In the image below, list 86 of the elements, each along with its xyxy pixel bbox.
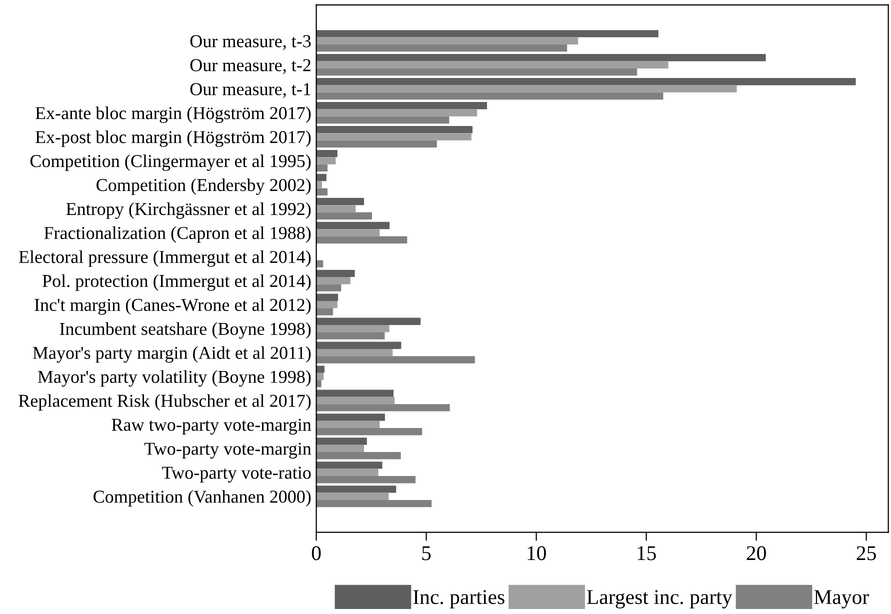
- bar: [316, 61, 668, 68]
- bar: [316, 68, 638, 76]
- bar: [316, 92, 664, 100]
- bar: [316, 198, 364, 206]
- bar: [316, 468, 378, 476]
- bar: [316, 188, 328, 196]
- bar: [316, 222, 390, 230]
- bar: [316, 396, 395, 404]
- x-tick-label: 5: [422, 546, 431, 560]
- y-tick-label: Our measure, t-3: [190, 35, 311, 50]
- y-tick-label: Electoral pressure (Immergut et al 2014): [18, 250, 311, 267]
- y-tick-label: Replacement Risk (Hubscher et al 2017): [18, 394, 311, 411]
- y-tick-label: Raw two-party vote-margin: [112, 418, 312, 435]
- bar: [316, 380, 322, 388]
- bar: [316, 205, 356, 212]
- bar: [316, 78, 856, 86]
- bar: [316, 438, 367, 445]
- bar: [316, 500, 432, 508]
- bar: [316, 492, 389, 500]
- bar: [316, 348, 393, 356]
- bar: [316, 30, 658, 38]
- y-tick-label: Mayor's party volatility (Boyne 1998): [38, 370, 311, 387]
- y-tick-label: Inc't margin (Canes-Wrone et al 2012): [34, 298, 311, 315]
- y-tick-label: Incumbent seatshare (Boyne 1998): [60, 322, 311, 339]
- bar: [316, 277, 350, 284]
- bar: [316, 390, 394, 397]
- y-tick-label: Competition (Endersby 2002): [96, 178, 311, 195]
- y-tick-label: Our measure, t-2: [190, 59, 310, 74]
- bar: [316, 85, 737, 92]
- bar: [316, 116, 450, 124]
- y-tick-label: Fractionalization (Capron et al 1988): [44, 226, 311, 243]
- bar: [316, 140, 437, 148]
- bar: [316, 174, 326, 182]
- bar: [316, 164, 328, 172]
- bar: [316, 102, 488, 110]
- y-tick-label: Pol. protection (Immergut et al 2014): [42, 274, 311, 291]
- bar: [316, 284, 342, 292]
- bar: [316, 157, 336, 164]
- legend-label: Largest inc. party: [586, 590, 732, 608]
- bar: [316, 109, 478, 116]
- bar: [316, 294, 338, 301]
- bar: [316, 476, 416, 484]
- bar: [316, 270, 355, 278]
- bar: [316, 300, 338, 308]
- bar: [316, 308, 334, 316]
- bar: [316, 44, 568, 52]
- x-tick-label: 20: [746, 546, 766, 560]
- bar: [316, 324, 390, 332]
- y-tick-label: Our measure, t-1: [190, 83, 310, 98]
- legend-label: Mayor: [814, 590, 869, 608]
- bar: [316, 366, 324, 373]
- bar: [316, 212, 372, 220]
- bar: [316, 181, 322, 188]
- bar: [316, 404, 450, 412]
- bar: [316, 37, 578, 44]
- bar: [316, 260, 324, 268]
- bar: [316, 414, 385, 421]
- bar: [316, 356, 475, 364]
- bar: [316, 133, 472, 140]
- bar: [316, 126, 473, 134]
- x-tick-label: 0: [312, 546, 321, 560]
- y-tick-label: Ex-ante bloc margin (Högström 2017): [35, 106, 311, 123]
- y-tick-label: Two-party vote-ratio: [162, 466, 311, 483]
- bar: [316, 420, 380, 428]
- bar: [316, 236, 408, 244]
- x-tick-label: 15: [638, 546, 656, 560]
- bar: [316, 428, 422, 436]
- bar: [316, 444, 364, 452]
- bar: [316, 318, 421, 325]
- bar: [316, 452, 401, 460]
- bar: [316, 229, 380, 236]
- bar: [316, 150, 338, 158]
- bar: [316, 342, 402, 349]
- y-tick-label: Competition (Vanhanen 2000): [94, 490, 311, 506]
- bar: [316, 462, 382, 469]
- bar: [316, 54, 766, 62]
- y-tick-label: Mayor's party margin (Aidt et al 2011): [32, 346, 311, 363]
- bar: [316, 332, 385, 340]
- y-tick-label: Ex-post bloc margin (Högström 2017): [35, 130, 311, 147]
- y-tick-label: Two-party vote-margin: [144, 442, 312, 459]
- x-tick-label: 10: [528, 546, 546, 560]
- x-tick-label: 25: [856, 546, 876, 560]
- bar: [316, 486, 396, 493]
- y-tick-label: Entropy (Kirchgässner et al 1992): [66, 202, 311, 219]
- legend-label: Inc. parties: [413, 590, 504, 608]
- y-tick-label: Competition (Clingermayer et al 1995): [30, 154, 311, 171]
